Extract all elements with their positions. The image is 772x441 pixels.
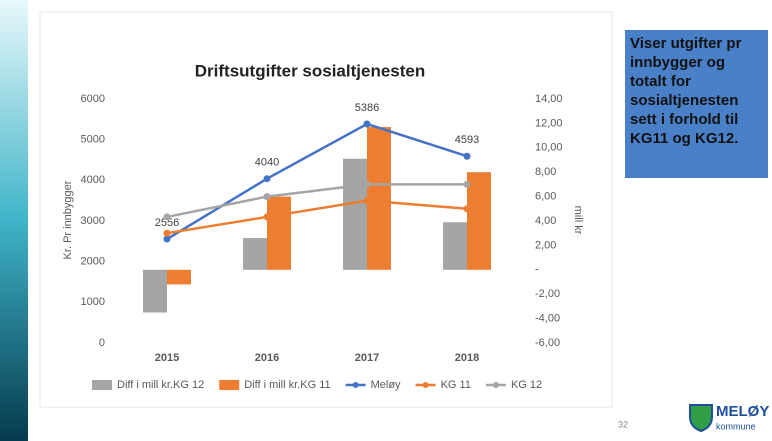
y-tick-label: 6000 bbox=[81, 93, 105, 105]
marker bbox=[263, 193, 271, 201]
y-tick-label: 0 bbox=[99, 337, 105, 349]
legend-label: Diff i mill kr.KG 12 bbox=[117, 379, 204, 391]
legend-marker bbox=[422, 382, 429, 388]
data-label: 4040 bbox=[255, 157, 279, 169]
bar bbox=[343, 158, 367, 270]
line bbox=[166, 122, 468, 241]
y-tick-label: 4000 bbox=[81, 174, 105, 186]
legend-label: KG 12 bbox=[511, 379, 542, 391]
line bbox=[166, 199, 468, 235]
x-tick-label: 2015 bbox=[155, 352, 179, 364]
y2-axis-title: mill kr bbox=[572, 206, 584, 235]
y2-tick-label: -6,00 bbox=[535, 337, 560, 349]
legend-label: Diff i mill kr.KG 11 bbox=[244, 379, 330, 391]
marker bbox=[463, 152, 471, 160]
y2-tick-label: 8,00 bbox=[535, 166, 556, 178]
y-tick-label: 3000 bbox=[81, 215, 105, 227]
y2-tick-label: 10,00 bbox=[535, 142, 563, 154]
marker bbox=[263, 213, 271, 221]
side-band bbox=[0, 0, 28, 441]
bar bbox=[443, 222, 467, 270]
marker bbox=[363, 120, 371, 128]
chart-title: Driftsutgifter sosialtjenesten bbox=[195, 61, 426, 80]
marker bbox=[463, 205, 471, 213]
side-text: Viser utgifter pr innbygger og totalt fo… bbox=[625, 30, 768, 178]
logo-name: MELØY bbox=[716, 403, 769, 420]
y2-tick-label: - bbox=[535, 264, 539, 276]
y2-tick-label: 4,00 bbox=[535, 215, 556, 227]
bar bbox=[467, 172, 491, 270]
x-tick-label: 2018 bbox=[455, 352, 479, 364]
y2-tick-label: 14,00 bbox=[535, 93, 563, 105]
marker bbox=[263, 175, 271, 183]
x-tick-label: 2016 bbox=[255, 352, 279, 364]
data-label: 5386 bbox=[355, 102, 379, 114]
y2-tick-label: -4,00 bbox=[535, 313, 560, 325]
page-number: 32 bbox=[618, 419, 628, 429]
legend-label: Meløy bbox=[371, 379, 401, 391]
bar bbox=[243, 238, 267, 270]
marker bbox=[463, 180, 471, 188]
y2-tick-label: 6,00 bbox=[535, 191, 556, 203]
legend-swatch bbox=[219, 380, 240, 390]
marker bbox=[363, 180, 371, 188]
bar bbox=[267, 196, 291, 270]
legend-marker bbox=[492, 382, 499, 388]
logo-subtitle: kommune bbox=[716, 421, 756, 431]
bar bbox=[367, 127, 391, 270]
legend-swatch bbox=[92, 380, 112, 390]
x-tick-label: 2017 bbox=[355, 352, 379, 364]
marker bbox=[163, 235, 171, 243]
line bbox=[166, 183, 467, 219]
legend-marker bbox=[352, 382, 359, 388]
y2-tick-label: -2,00 bbox=[535, 288, 560, 300]
bar bbox=[143, 269, 167, 313]
chart-frame bbox=[39, 11, 613, 408]
logo-shield bbox=[689, 404, 713, 433]
y2-tick-label: 2,00 bbox=[535, 239, 556, 251]
y-tick-label: 5000 bbox=[81, 134, 105, 146]
data-label: 4593 bbox=[455, 134, 479, 146]
y2-tick-label: 12,00 bbox=[535, 117, 563, 129]
marker bbox=[163, 213, 171, 221]
y-axis-title: Kr. Pr innbygger bbox=[62, 180, 74, 259]
marker bbox=[363, 197, 371, 205]
data-label: 2556 bbox=[155, 217, 179, 229]
y-tick-label: 2000 bbox=[81, 256, 105, 268]
bar bbox=[167, 269, 191, 285]
legend-label: KG 11 bbox=[441, 379, 471, 391]
y-tick-label: 1000 bbox=[81, 296, 105, 308]
marker bbox=[163, 229, 171, 237]
